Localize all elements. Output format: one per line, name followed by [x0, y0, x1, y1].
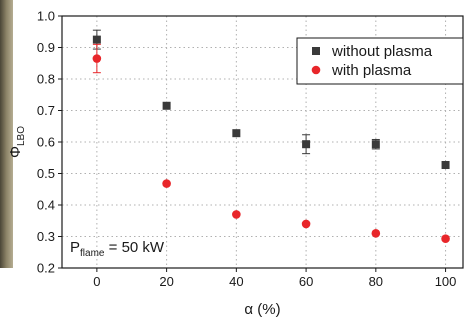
point-without-plasma: [162, 101, 171, 110]
legend-marker-without-plasma: [312, 47, 320, 55]
x-tick-label: 40: [229, 274, 243, 289]
point-without-plasma: [371, 140, 380, 149]
x-tick-label: 100: [435, 274, 457, 289]
x-tick-label: 80: [369, 274, 383, 289]
y-tick-label: 1.0: [37, 9, 55, 24]
y-tick-label: 0.3: [37, 229, 55, 244]
point-with-plasma: [371, 229, 381, 238]
y-axis-label: ΦLBO: [7, 126, 27, 158]
legend-label-with-plasma: with plasma: [331, 62, 412, 79]
y-tick-label: 0.8: [37, 72, 55, 87]
x-axis-label: α (%): [244, 301, 280, 318]
y-axis-label-sub: LBO: [16, 126, 27, 146]
y-tick-label: 0.6: [37, 135, 55, 150]
point-with-plasma: [162, 179, 171, 188]
y-axis-label-main: Φ: [7, 146, 24, 158]
point-without-plasma: [441, 160, 450, 169]
x-tick-label: 60: [299, 274, 313, 289]
legend-box: [296, 37, 464, 85]
x-tick-label: 20: [159, 274, 173, 289]
legend-marker-with-plasma: [311, 65, 321, 75]
point-with-plasma: [301, 219, 311, 229]
point-with-plasma: [92, 54, 102, 63]
legend-label-without-plasma: without plasma: [331, 43, 433, 60]
point-with-plasma: [441, 234, 450, 244]
point-without-plasma: [232, 129, 241, 138]
y-tick-label: 0.4: [37, 198, 55, 213]
photo-background-strip: [0, 0, 13, 268]
annotation-main: P: [70, 239, 80, 256]
data-points: [92, 29, 450, 244]
y-tick-label: 0.7: [37, 103, 55, 118]
y-tick-label: 0.9: [37, 40, 55, 55]
annotation-rest: = 50 kW: [104, 239, 164, 256]
legend: without plasma with plasma: [296, 37, 464, 85]
x-tick-label: 0: [93, 274, 100, 289]
y-tick-label: 0.2: [37, 261, 55, 276]
y-tick-label: 0.5: [37, 166, 55, 181]
annotation-sub: flame: [80, 248, 105, 259]
flame-power-annotation: Pflame = 50 kW: [70, 239, 165, 259]
axis-ticks: 0 20 40 60 80 100 0.2 0.3 0.4 0.5 0.6 0.7 0.8 0.9 1.0: [37, 9, 456, 290]
point-without-plasma: [92, 35, 101, 44]
point-without-plasma: [302, 140, 311, 149]
point-with-plasma: [232, 210, 241, 219]
